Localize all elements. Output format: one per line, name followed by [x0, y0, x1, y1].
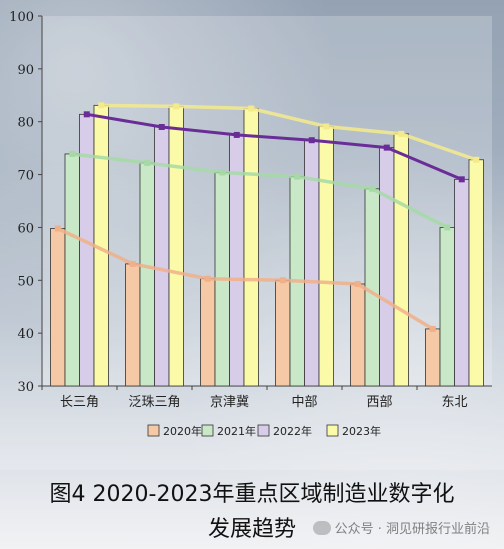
figure-caption-line2: 发展趋势 — [207, 517, 296, 542]
bar-2020年-西部 — [350, 283, 366, 387]
marker-2020年 — [129, 260, 136, 267]
marker-2021年 — [144, 159, 151, 166]
trend-line-2022年 — [86, 112, 463, 181]
legend-label: 2021年 — [217, 424, 256, 438]
bar-2023年-西部 — [393, 133, 409, 387]
y-tick-label: 80 — [17, 116, 34, 131]
watermark: 公众号 · 洞见研报行业前沿 — [312, 518, 490, 537]
bar-2021年-西部 — [364, 188, 380, 387]
x-tick-label: 中部 — [291, 395, 317, 410]
marker-2023年 — [398, 130, 405, 137]
bar-2023年-中部 — [318, 126, 334, 387]
marker-2020年 — [429, 325, 436, 332]
legend-swatch-2021年 — [201, 424, 214, 437]
bar-2021年-泛珠三角 — [139, 162, 155, 387]
legend-swatch-2022年 — [257, 424, 270, 437]
marker-2020年 — [204, 275, 211, 282]
bar-2020年-中部 — [275, 279, 291, 387]
legend-label: 2023年 — [342, 424, 381, 438]
y-tick-label: 90 — [17, 63, 34, 78]
marker-2022年 — [383, 144, 390, 151]
bar-2021年-长三角 — [64, 153, 80, 387]
bar-line-chart: 30 40 50 60 70 80 90 100 长三角 泛珠三角 京津冀 中部 西部 东北 2020年 20… — [9, 10, 492, 438]
marker-2021年 — [444, 224, 451, 231]
x-tick-label: 东北 — [441, 395, 467, 410]
trend-line-2023年 — [101, 103, 477, 162]
watermark-text: 公众号 · 洞见研报行业前沿 — [334, 522, 490, 537]
bar-2020年-东北 — [425, 328, 441, 387]
trend-line-2020年 — [57, 226, 434, 331]
marker-2021年 — [69, 150, 76, 157]
bar-2023年-京津冀 — [243, 108, 259, 387]
marker-2021年 — [219, 169, 226, 176]
marker-2022年 — [158, 124, 165, 130]
figure-caption-line1: 图4 2020-2023年重点区域制造业数字化 — [49, 482, 455, 507]
marker-2020年 — [354, 280, 361, 287]
x-tick-label: 泛珠三角 — [128, 395, 180, 410]
marker-2022年 — [83, 111, 90, 118]
bar-2023年-泛珠三角 — [168, 105, 184, 387]
marker-2020年 — [54, 225, 61, 232]
wechat-logo-icon — [312, 521, 331, 535]
bar-2023年-东北 — [468, 159, 484, 387]
bar-2020年-京津冀 — [200, 278, 216, 387]
bar-2022年-东北 — [454, 178, 470, 387]
marker-2020年 — [279, 277, 286, 284]
bar-2020年-泛珠三角 — [125, 263, 141, 387]
trend-line-2021年 — [72, 152, 449, 229]
x-tick-label: 京津冀 — [210, 394, 249, 410]
y-tick-label: 100 — [9, 10, 34, 25]
marker-2021年 — [294, 173, 301, 180]
x-tick-label: 长三角 — [60, 395, 99, 410]
marker-2023年 — [173, 103, 180, 110]
marker-2021年 — [369, 185, 376, 192]
bar-2020年-长三角 — [50, 228, 66, 387]
marker-2022年 — [458, 176, 465, 183]
marker-2023年 — [248, 105, 255, 112]
legend-swatch-2023年 — [326, 424, 339, 437]
y-tick-label: 60 — [17, 221, 34, 236]
marker-2022年 — [233, 131, 240, 138]
marker-2023年 — [323, 123, 330, 130]
y-tick-label: 40 — [17, 327, 34, 342]
x-tick-label: 西部 — [366, 395, 392, 410]
legend-label: 2020年 — [163, 424, 202, 438]
legend-swatch-2020年 — [147, 424, 160, 437]
y-tick-label: 70 — [17, 169, 34, 184]
legend-label: 2022年 — [273, 424, 312, 438]
bar-2022年-西部 — [379, 147, 395, 387]
plot-area — [42, 16, 492, 386]
bar-2021年-东北 — [439, 227, 455, 387]
y-tick-label: 50 — [17, 274, 34, 289]
y-tick-label: 30 — [17, 380, 34, 395]
marker-2023年 — [473, 156, 480, 163]
marker-2022年 — [308, 137, 315, 144]
marker-2023年 — [98, 102, 105, 109]
